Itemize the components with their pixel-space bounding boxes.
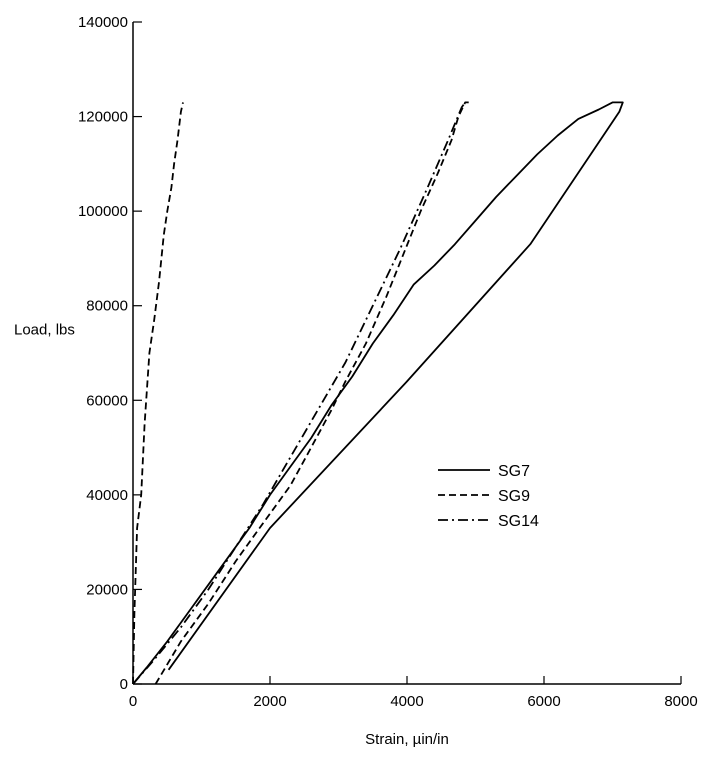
legend-label-sg14: SG14 <box>498 513 539 530</box>
y-tick-label: 100000 <box>78 203 128 220</box>
series-layer <box>132 101 624 685</box>
y-tick-label: 120000 <box>78 109 128 126</box>
series-sg14-line <box>132 101 466 685</box>
x-tick-label: 8000 <box>664 693 697 710</box>
x-tick-label: 0 <box>129 693 137 710</box>
y-tick-label: 60000 <box>86 392 128 409</box>
y-tick-label: 140000 <box>78 14 128 31</box>
legend-label-sg7: SG7 <box>498 463 530 480</box>
y-tick-label: 0 <box>120 676 128 693</box>
y-axis-label: Load, lbs <box>14 321 75 338</box>
x-tick-label: 4000 <box>390 693 423 710</box>
legend-label-sg9: SG9 <box>498 488 530 505</box>
x-axis-label: Strain, µin/in <box>365 731 449 748</box>
x-tick-label: 6000 <box>527 693 560 710</box>
legend: SG7 SG9 SG14 <box>438 463 539 530</box>
series-sg9-line <box>154 101 469 685</box>
y-tick-label: 80000 <box>86 298 128 315</box>
y-tick-label: 20000 <box>86 581 128 598</box>
x-tick-label: 2000 <box>253 693 286 710</box>
series-sg9-line <box>132 102 184 685</box>
y-tick-label: 40000 <box>86 487 128 504</box>
axes: 0 2000 4000 6000 800002000040000600008000010… <box>78 14 698 710</box>
series-sg7-line <box>132 101 624 685</box>
